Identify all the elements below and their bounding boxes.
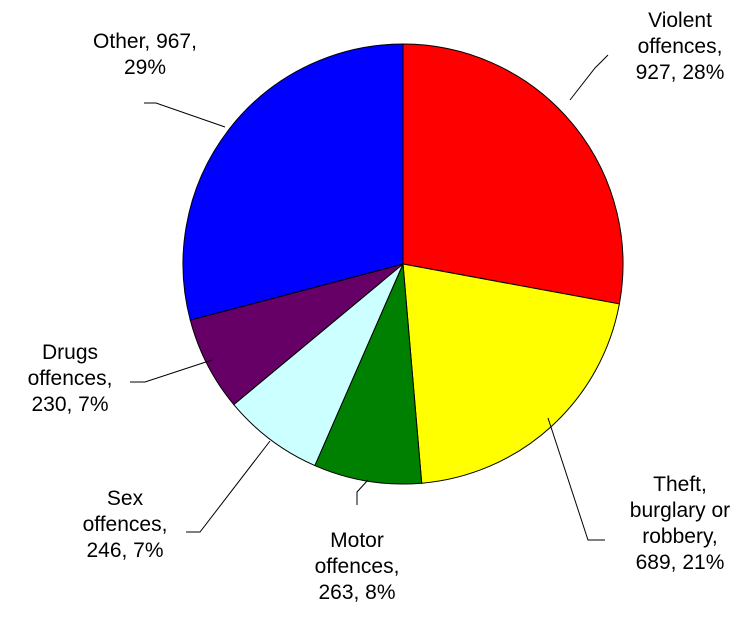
slice-label-line: 689, 21% [636, 551, 725, 574]
slice-label-line: Motor [330, 529, 384, 552]
slice-label-line: Theft, [653, 473, 707, 496]
leader-line-theft-burglary-or-robbery [547, 417, 605, 541]
slice-label-line: Sex [107, 487, 144, 510]
pie-slice-sex-offences [233, 263, 404, 467]
slice-label-line: 230, 7% [31, 393, 108, 416]
pie-slices [182, 43, 624, 485]
leader-line-sex-offences [186, 440, 271, 533]
slice-label-line: Other, 967, [93, 30, 197, 53]
slice-label-line: offences, [638, 35, 723, 58]
slice-label-line: burglary or [630, 499, 730, 522]
leader-lines [130, 54, 609, 541]
slice-label-line: 263, 8% [318, 581, 395, 604]
slice-label-motor-offences: Motor offences, 263, 8% [315, 529, 400, 604]
slice-label-line: robbery, [642, 525, 717, 548]
slice-label-line: offences, [28, 367, 113, 390]
slice-label-line: 29% [124, 56, 166, 79]
slice-label-line: 927, 28% [636, 61, 725, 84]
pie-slice-other [182, 43, 404, 321]
slice-label-violent-offences: Violent offences, 927, 28% [636, 9, 725, 84]
leader-line-other [144, 102, 226, 128]
slice-label-drugs-offences: Drugs offences, 230, 7% [28, 341, 113, 416]
leader-line-drugs-offences [130, 359, 213, 383]
leader-line-violent-offences [569, 54, 609, 101]
leader-line-motor-offences [356, 479, 369, 505]
slice-label-sex-offences: Sex offences, 246, 7% [83, 487, 168, 562]
slice-label-line: 246, 7% [86, 539, 163, 562]
slice-labels: Violent offences, 927, 28% Theft, burglary o… [28, 9, 731, 604]
slice-label-line: offences, [83, 513, 168, 536]
slice-label-line: Drugs [42, 341, 98, 364]
slice-label-line: offences, [315, 555, 400, 578]
pie-slice-violent-offences [402, 43, 624, 305]
slice-label-line: Violent [648, 9, 712, 32]
slice-label-theft-burglary-or-robbery: Theft, burglary or robbery, 689, 21% [630, 473, 730, 574]
slice-label-other: Other, 967, 29% [93, 30, 197, 79]
